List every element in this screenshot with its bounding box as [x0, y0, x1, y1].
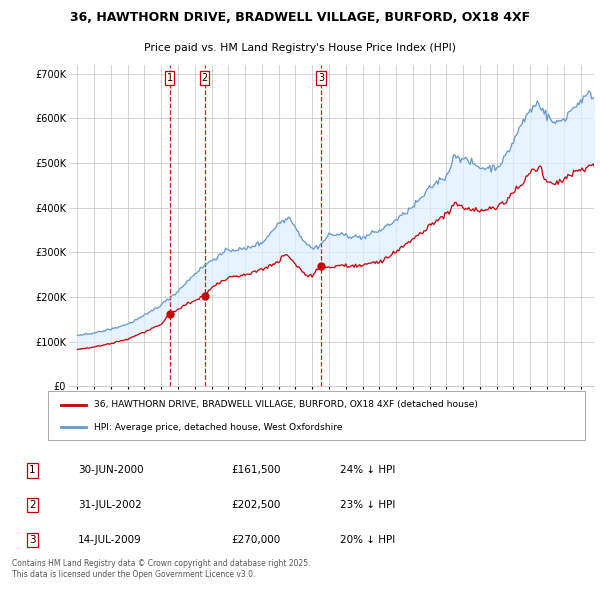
Text: £161,500: £161,500 [231, 466, 280, 475]
Text: Price paid vs. HM Land Registry's House Price Index (HPI): Price paid vs. HM Land Registry's House … [144, 43, 456, 53]
Text: 24% ↓ HPI: 24% ↓ HPI [340, 466, 395, 475]
Text: 3: 3 [318, 73, 324, 83]
Text: £270,000: £270,000 [231, 535, 280, 545]
Text: HPI: Average price, detached house, West Oxfordshire: HPI: Average price, detached house, West… [94, 423, 342, 432]
Text: 23% ↓ HPI: 23% ↓ HPI [340, 500, 395, 510]
Text: 3: 3 [29, 535, 35, 545]
Text: 31-JUL-2002: 31-JUL-2002 [78, 500, 142, 510]
Text: 30-JUN-2000: 30-JUN-2000 [78, 466, 144, 475]
Text: Contains HM Land Registry data © Crown copyright and database right 2025.
This d: Contains HM Land Registry data © Crown c… [12, 559, 311, 579]
Text: 1: 1 [167, 73, 173, 83]
Text: 20% ↓ HPI: 20% ↓ HPI [340, 535, 395, 545]
Text: 2: 2 [202, 73, 208, 83]
Text: 2: 2 [29, 500, 35, 510]
Text: 1: 1 [29, 466, 35, 475]
Text: 14-JUL-2009: 14-JUL-2009 [78, 535, 142, 545]
Text: 36, HAWTHORN DRIVE, BRADWELL VILLAGE, BURFORD, OX18 4XF: 36, HAWTHORN DRIVE, BRADWELL VILLAGE, BU… [70, 11, 530, 24]
Text: £202,500: £202,500 [231, 500, 280, 510]
Text: 36, HAWTHORN DRIVE, BRADWELL VILLAGE, BURFORD, OX18 4XF (detached house): 36, HAWTHORN DRIVE, BRADWELL VILLAGE, BU… [94, 400, 478, 409]
